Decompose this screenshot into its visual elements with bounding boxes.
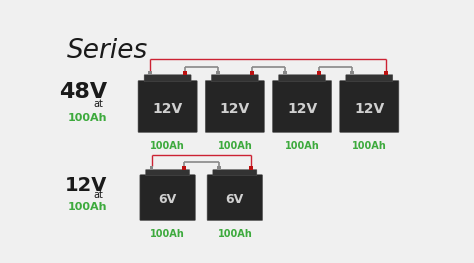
FancyBboxPatch shape: [146, 170, 190, 176]
FancyBboxPatch shape: [340, 80, 399, 132]
Text: at: at: [93, 190, 103, 200]
Bar: [216, 70, 219, 75]
FancyBboxPatch shape: [207, 175, 263, 220]
Bar: [217, 166, 221, 170]
Text: 48V: 48V: [59, 82, 107, 102]
Text: 100Ah: 100Ah: [285, 141, 319, 151]
Bar: [183, 70, 187, 75]
Text: 6V: 6V: [158, 193, 177, 206]
FancyBboxPatch shape: [144, 75, 191, 82]
Bar: [150, 166, 154, 170]
Bar: [350, 70, 354, 75]
Bar: [384, 70, 388, 75]
Text: 100Ah: 100Ah: [150, 141, 185, 151]
Text: 100Ah: 100Ah: [67, 203, 107, 213]
Bar: [283, 70, 287, 75]
Bar: [250, 70, 254, 75]
Text: 12V: 12V: [287, 102, 317, 116]
Text: 100Ah: 100Ah: [218, 141, 252, 151]
FancyBboxPatch shape: [213, 170, 257, 176]
Text: Series: Series: [66, 38, 148, 64]
Text: 100Ah: 100Ah: [67, 113, 107, 123]
Text: 6V: 6V: [226, 193, 244, 206]
FancyBboxPatch shape: [211, 75, 258, 82]
Bar: [148, 70, 153, 75]
Bar: [317, 70, 321, 75]
Text: 12V: 12V: [220, 102, 250, 116]
Bar: [249, 166, 253, 170]
Text: 100Ah: 100Ah: [352, 141, 387, 151]
FancyBboxPatch shape: [140, 175, 195, 220]
FancyBboxPatch shape: [205, 80, 264, 132]
Text: 100Ah: 100Ah: [218, 229, 252, 239]
Text: 12V: 12V: [153, 102, 183, 116]
Text: at: at: [93, 99, 103, 109]
Bar: [182, 166, 185, 170]
FancyBboxPatch shape: [138, 80, 197, 132]
FancyBboxPatch shape: [279, 75, 326, 82]
Text: 12V: 12V: [64, 176, 107, 195]
Text: 12V: 12V: [354, 102, 384, 116]
FancyBboxPatch shape: [346, 75, 393, 82]
FancyBboxPatch shape: [273, 80, 332, 132]
Text: 100Ah: 100Ah: [150, 229, 185, 239]
